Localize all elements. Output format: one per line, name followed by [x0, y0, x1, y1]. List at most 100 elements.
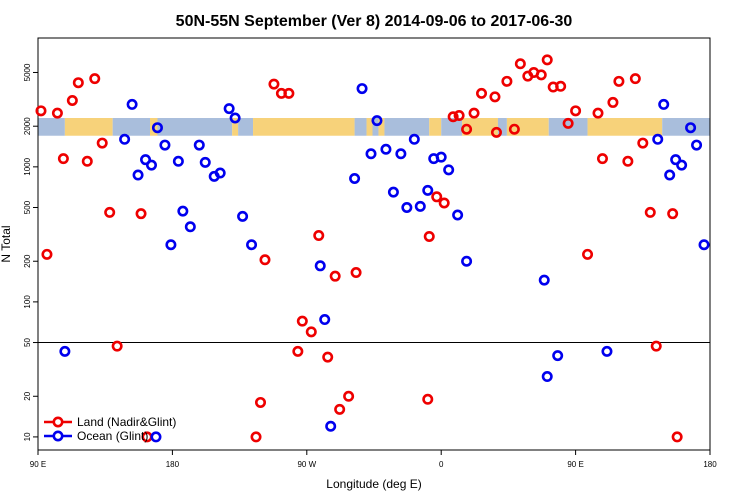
land-point [104, 206, 116, 218]
x-tick-label: 0 [439, 460, 444, 469]
land-point [596, 153, 608, 165]
y-tick-label: 500 [23, 200, 32, 214]
ocean-point [199, 156, 211, 168]
land-point [514, 58, 526, 70]
land-point [422, 393, 434, 405]
land-point [89, 73, 101, 85]
land-point [423, 230, 435, 242]
band-segment [232, 118, 239, 136]
land-point [66, 95, 78, 107]
ocean-point [435, 151, 447, 163]
land-point [255, 396, 267, 408]
land-point [508, 123, 520, 135]
ocean-point [395, 148, 407, 160]
land-point [313, 230, 325, 242]
ocean-point [145, 159, 157, 171]
ocean-point [670, 154, 682, 166]
band-segment [157, 118, 233, 136]
band-segment [253, 118, 355, 136]
land-point [562, 117, 574, 129]
ocean-point [150, 431, 162, 443]
x-tick-label: 90 E [30, 460, 46, 469]
land-point [259, 254, 271, 266]
ocean-point [443, 164, 455, 176]
ocean-point [408, 133, 420, 145]
band-segment [354, 118, 367, 136]
land-point [447, 111, 459, 123]
band-segment [378, 118, 385, 136]
ocean-point [414, 200, 426, 212]
chart-title: 50N-55N September (Ver 8) 2014-09-06 to … [176, 13, 573, 30]
ocean-point [356, 83, 368, 95]
land-point [592, 107, 604, 119]
ocean-point [664, 169, 676, 181]
land-point [438, 197, 450, 209]
land-point [72, 77, 84, 89]
ocean-point [538, 274, 550, 286]
ocean-point [59, 345, 71, 357]
ocean-point [380, 143, 392, 155]
ocean-point [349, 172, 361, 184]
band-segment [587, 118, 663, 136]
land-point [111, 340, 123, 352]
ocean-point [184, 221, 196, 233]
ocean-point [314, 260, 326, 272]
band-segment [366, 118, 373, 136]
land-point [468, 107, 480, 119]
land-point [555, 80, 567, 92]
ocean-point [541, 371, 553, 383]
ocean-point [658, 98, 670, 110]
ocean-point [401, 202, 413, 214]
legend-marker [52, 430, 64, 442]
land-point [582, 248, 594, 260]
land-point [296, 315, 308, 327]
ocean-point [365, 148, 377, 160]
y-tick-label: 1000 [23, 157, 32, 175]
land-point [667, 208, 679, 220]
band-segment [497, 118, 507, 136]
y-axis: 10 20 50 100 200 500 1000 2000 5000 [23, 63, 38, 441]
ocean-point [387, 186, 399, 198]
x-tick-label: 180 [166, 460, 180, 469]
land-point [57, 153, 69, 165]
ocean-point [601, 345, 613, 357]
land-point [329, 270, 341, 282]
band-segment [384, 118, 430, 136]
x-tick-label: 180 [703, 460, 717, 469]
band-segment [64, 118, 113, 136]
land-point [96, 137, 108, 149]
band-segment [372, 118, 379, 136]
land-point [629, 73, 641, 85]
land-point [644, 206, 656, 218]
land-point [81, 155, 93, 167]
ocean-point [452, 209, 464, 221]
band-segment [38, 118, 65, 136]
ocean-point [126, 98, 138, 110]
band-segment [441, 118, 463, 136]
band-segment [238, 118, 254, 136]
x-axis-label: Longitude (deg E) [326, 477, 421, 491]
plot-area-frame [37, 37, 711, 451]
y-tick-label: 100 [23, 295, 32, 309]
land-point [535, 69, 547, 81]
ocean-point [119, 133, 131, 145]
y-tick-label: 2000 [23, 117, 32, 135]
land-point [622, 155, 634, 167]
y-tick-label: 5000 [23, 63, 32, 81]
band-segment [112, 118, 150, 136]
ocean-point [552, 350, 564, 362]
y-tick-label: 10 [23, 432, 32, 441]
land-point [292, 345, 304, 357]
land-point [305, 326, 317, 338]
land-point [250, 431, 262, 443]
land-point [490, 126, 502, 138]
ocean-point [237, 210, 249, 222]
y-tick-label: 50 [23, 338, 32, 347]
legend-label: Ocean (Glint) [77, 429, 148, 443]
y-tick-label: 20 [23, 391, 32, 400]
legend: Land (Nadir&Glint)Ocean (Glint) [44, 415, 176, 443]
land-point [431, 191, 443, 203]
ocean-point [223, 103, 235, 115]
band-segment [429, 118, 442, 136]
